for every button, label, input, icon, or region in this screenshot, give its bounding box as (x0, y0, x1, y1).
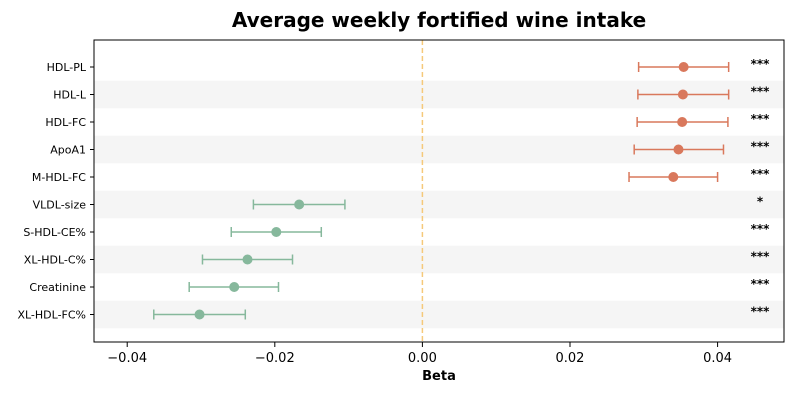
significance-label: *** (751, 167, 771, 181)
y-tick-label: HDL-L (53, 89, 87, 102)
point-estimate (668, 172, 679, 182)
y-tick-label: XL-HDL-FC% (17, 309, 86, 322)
forest-row: HDL-L *** (53, 85, 770, 102)
point-estimate (194, 309, 205, 320)
point-estimate (242, 254, 253, 265)
forest-row: HDL-PL *** (47, 57, 771, 74)
point-estimate (294, 199, 305, 210)
chart-title: Average weekly fortified wine intake (231, 8, 647, 32)
forest-row: XL-HDL-C% *** (24, 250, 770, 267)
point-estimate (678, 62, 689, 72)
forest-row: XL-HDL-FC% *** (17, 305, 770, 322)
x-tick-label: 0.00 (408, 351, 437, 366)
significance-label: *** (751, 57, 771, 71)
forest-row: M-HDL-FC *** (32, 167, 770, 184)
forest-row: VLDL-size * (33, 195, 764, 212)
significance-label: *** (751, 305, 771, 319)
significance-label: *** (751, 140, 771, 154)
point-estimate (677, 89, 688, 100)
forest-row: Creatinine *** (29, 277, 770, 294)
x-tick-label: 0.04 (703, 351, 732, 366)
significance-label: *** (751, 250, 771, 264)
y-tick-label: M-HDL-FC (32, 171, 86, 184)
point-estimate (677, 117, 688, 127)
plot-frame (93, 39, 785, 343)
significance-label: *** (751, 277, 771, 291)
y-tick-label: VLDL-size (33, 199, 87, 212)
forest-row: S-HDL-CE% *** (23, 222, 770, 239)
significance-label: * (757, 195, 764, 209)
significance-label: *** (751, 85, 771, 99)
significance-label: *** (751, 112, 771, 126)
point-estimate (271, 227, 282, 237)
x-axis-label: Beta (422, 369, 456, 384)
y-tick-label: S-HDL-CE% (23, 226, 86, 239)
forest-row: ApoA1 *** (50, 140, 770, 157)
y-tick-label: XL-HDL-C% (24, 254, 86, 267)
forest-row: HDL-FC *** (45, 112, 770, 129)
y-tick-label: HDL-FC (45, 116, 86, 129)
point-estimate (229, 282, 240, 292)
point-estimate (673, 144, 684, 155)
x-tick-label: −0.04 (107, 351, 147, 366)
y-tick-label: ApoA1 (50, 144, 86, 157)
x-tick-label: 0.02 (556, 351, 585, 366)
row-band (94, 190, 784, 219)
y-tick-label: Creatinine (29, 281, 86, 294)
x-tick-label: −0.02 (255, 351, 295, 366)
significance-label: *** (751, 222, 771, 236)
row-band (94, 245, 784, 274)
y-tick-label: HDL-PL (47, 61, 87, 74)
